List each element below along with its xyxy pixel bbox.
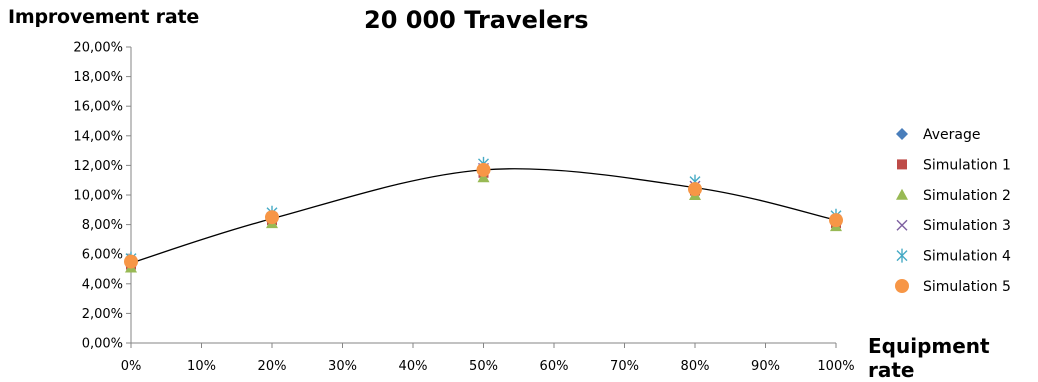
legend-marker-simulation-1 xyxy=(897,159,907,170)
legend-marker-simulation-3 xyxy=(896,219,908,231)
legend-label-simulation-2: Simulation 2 xyxy=(923,188,1011,204)
y-tick-label: 0,00% xyxy=(82,337,123,352)
legend-marker-simulation-4 xyxy=(896,248,908,263)
point-simulation-5 xyxy=(688,182,702,197)
y-tick-label: 2,00% xyxy=(82,307,123,322)
y-axis-label: Improvement rate xyxy=(8,6,200,28)
x-tick-label: 100% xyxy=(817,359,854,374)
point-simulation-5 xyxy=(124,254,138,269)
legend-label-simulation-4: Simulation 4 xyxy=(923,249,1011,265)
trendline xyxy=(130,168,837,264)
x-tick-label: 90% xyxy=(751,359,780,374)
x-tick-label: 10% xyxy=(187,359,216,374)
x-tick-label: 20% xyxy=(258,359,287,374)
y-tick-label: 10,00% xyxy=(73,189,123,204)
y-tick-label: 16,00% xyxy=(73,100,123,115)
y-tick-label: 8,00% xyxy=(82,218,123,233)
legend-label-simulation-5: Simulation 5 xyxy=(923,279,1011,295)
x-tick-label: 80% xyxy=(681,359,710,374)
legend-label-simulation-1: Simulation 1 xyxy=(923,157,1011,173)
point-simulation-5 xyxy=(829,213,843,228)
y-tick-label: 14,00% xyxy=(73,129,123,144)
x-tick-label: 70% xyxy=(610,359,639,374)
x-tick-label: 40% xyxy=(399,359,428,374)
y-tick-label: 20,00% xyxy=(73,41,123,56)
point-simulation-5 xyxy=(265,210,279,225)
legend-marker-simulation-2 xyxy=(896,188,908,200)
x-tick-label: 0% xyxy=(121,359,142,374)
y-tick-label: 12,00% xyxy=(73,159,123,174)
legend-label-simulation-3: Simulation 3 xyxy=(923,218,1011,234)
y-tick-label: 6,00% xyxy=(82,248,123,263)
x-tick-label: 50% xyxy=(469,359,498,374)
legend-marker-simulation-5 xyxy=(895,279,909,293)
x-axis-label: Equipment rate xyxy=(868,334,990,382)
chart-title: 20 000 Travelers xyxy=(364,6,589,34)
legend-label-average: Average xyxy=(923,127,981,143)
y-tick-label: 4,00% xyxy=(82,277,123,292)
legend-marker-average xyxy=(896,128,908,140)
y-tick-label: 18,00% xyxy=(73,70,123,85)
point-simulation-5 xyxy=(476,162,491,177)
x-tick-label: 30% xyxy=(328,359,357,374)
x-tick-label: 60% xyxy=(540,359,569,374)
